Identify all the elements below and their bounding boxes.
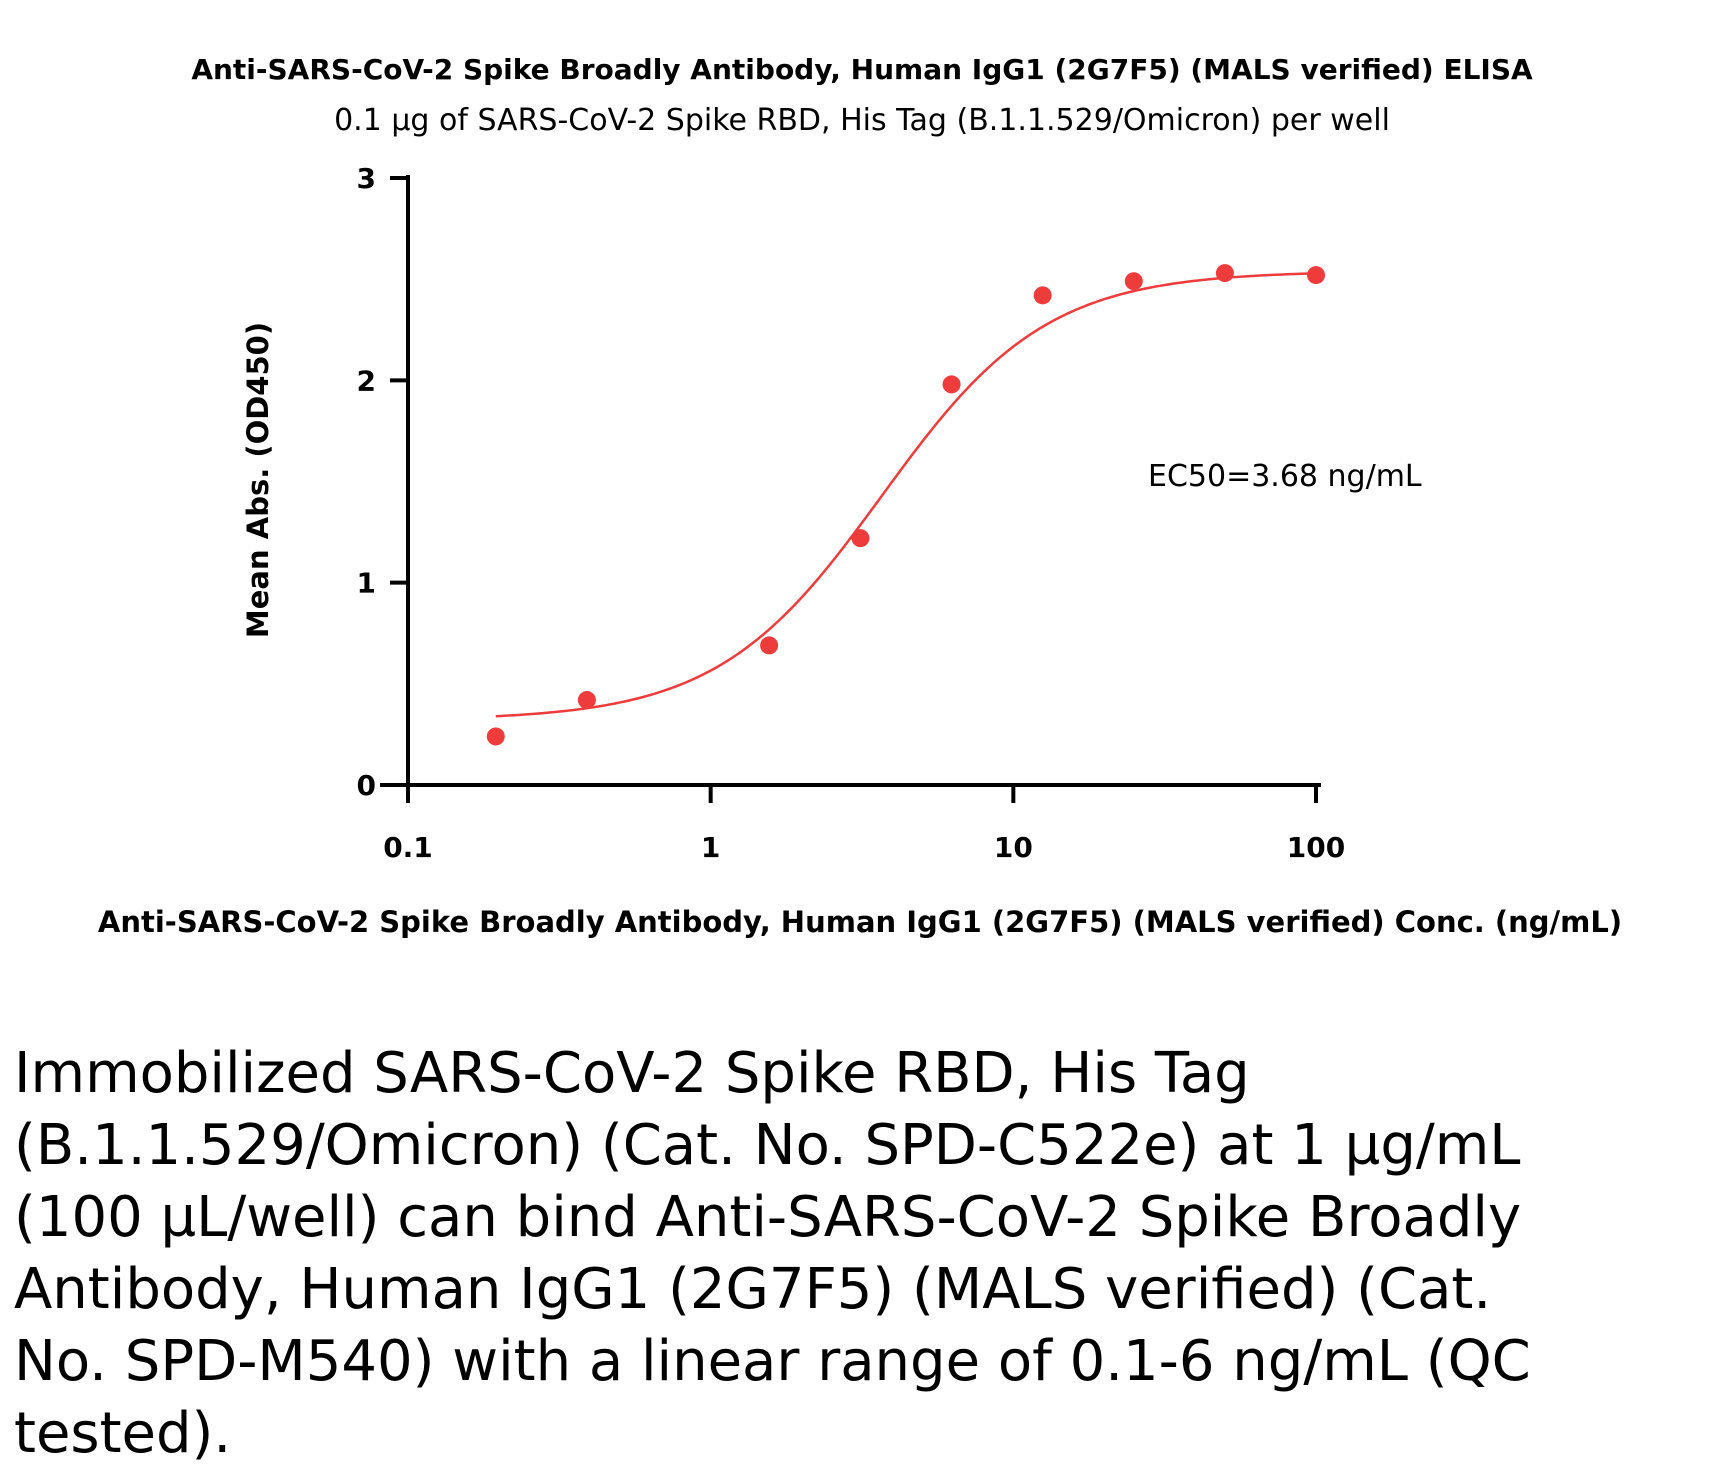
x-axis-label: Anti-SARS-CoV-2 Spike Broadly Antibody, … xyxy=(98,905,1622,939)
data-point xyxy=(851,529,870,548)
y-tick-label: 0 xyxy=(357,769,376,802)
y-axis-label: Mean Abs. (OD450) xyxy=(241,322,275,638)
data-point xyxy=(942,375,961,394)
data-point xyxy=(1124,272,1143,291)
x-tick-label: 100 xyxy=(1287,831,1345,864)
x-ticks: 0.1 1 10 100 xyxy=(383,785,1345,864)
data-point xyxy=(760,636,779,655)
elisa-chart: Anti-SARS-CoV-2 Spike Broadly Antibody, … xyxy=(98,53,1622,939)
ec50-annotation: EC50=3.68 ng/mL xyxy=(1148,459,1422,494)
y-axis: 0 1 2 3 xyxy=(357,162,410,802)
data-point xyxy=(1215,264,1234,283)
fit-curve xyxy=(495,272,1317,718)
x-tick-label: 1 xyxy=(701,831,720,864)
data-point xyxy=(1307,266,1325,285)
data-points xyxy=(486,264,1325,746)
y-tick-label: 3 xyxy=(357,162,376,195)
data-point xyxy=(1033,286,1052,305)
y-tick-label: 1 xyxy=(357,567,376,600)
x-tick-label: 10 xyxy=(994,831,1033,864)
chart-title: Anti-SARS-CoV-2 Spike Broadly Antibody, … xyxy=(191,53,1533,86)
figure-caption: Immobilized SARS-CoV-2 Spike RBD, His Ta… xyxy=(14,1041,1531,1466)
data-point xyxy=(486,727,505,746)
y-ticks: 0 1 2 3 xyxy=(357,162,408,802)
y-tick-label: 2 xyxy=(357,364,376,397)
chart-subtitle: 0.1 µg of SARS-CoV-2 Spike RBD, His Tag … xyxy=(334,103,1390,138)
x-axis: 0.1 1 10 100 xyxy=(380,783,1345,864)
data-point xyxy=(577,691,596,710)
x-tick-label: 0.1 xyxy=(383,831,433,864)
